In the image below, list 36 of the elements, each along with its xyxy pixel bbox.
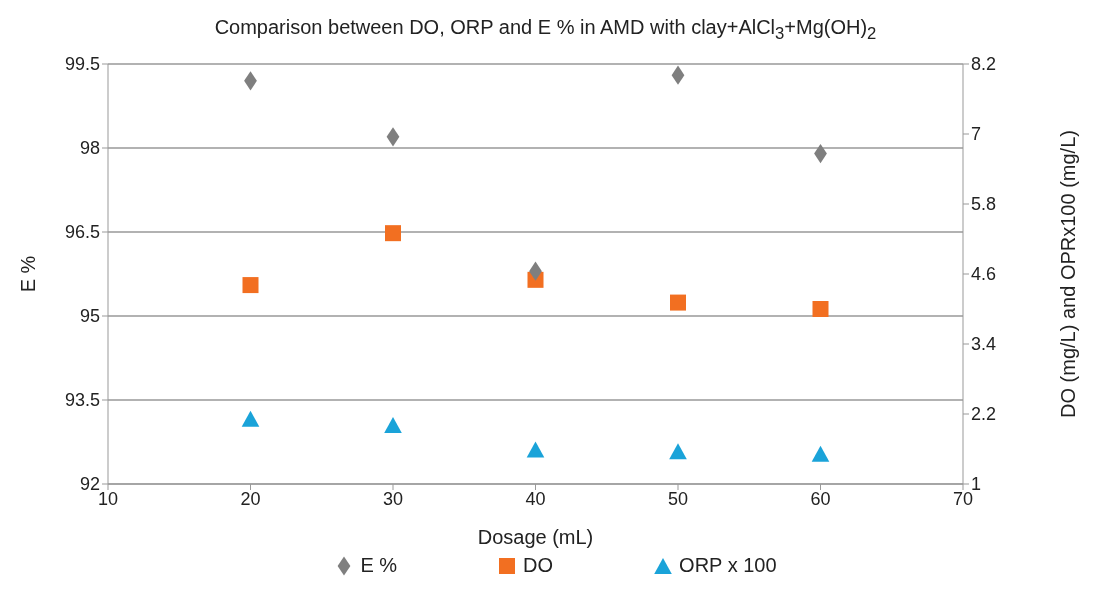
y2-tick-label: 7 [971, 124, 982, 145]
chart-title: Comparison between DO, ORP and E % in AMD with clay+AlCl$_{3}$+Mg(OH)$_{2}$ [213, 15, 878, 45]
legend-label: E % [359, 554, 398, 577]
x-tick-label: 50 [667, 488, 689, 509]
point [384, 417, 402, 434]
point [385, 225, 401, 242]
y-tick-label: 96.5 [64, 222, 100, 243]
y2-tick-label: 3.4 [971, 334, 997, 355]
legend-label: ORP x 100 [678, 554, 777, 577]
y2-tick-label: 5.8 [971, 194, 997, 215]
point [669, 443, 687, 460]
x-tick-label: 40 [525, 488, 546, 509]
point [386, 127, 400, 147]
y2-tick-label: 8.2 [971, 54, 997, 75]
x-axis-title: Dosage (mL) [477, 526, 594, 548]
y2-tick-label: 1 [971, 474, 982, 495]
y-tick-label: 93.5 [64, 390, 100, 411]
y-tick-label: 98 [79, 138, 100, 159]
y2-tick-label: 4.6 [971, 264, 997, 285]
y-axis-title: E % [17, 255, 40, 293]
y-tick-label: 95 [79, 306, 100, 327]
point [670, 294, 686, 311]
legend-label: DO [522, 554, 554, 577]
point [241, 410, 260, 427]
y2-tick-label: 2.2 [971, 404, 997, 425]
point [242, 277, 259, 294]
point [526, 441, 545, 458]
point [671, 65, 685, 85]
y-tick-label: 99.5 [64, 54, 100, 75]
x-tick-label: 20 [240, 488, 261, 509]
point [812, 301, 829, 317]
x-tick-label: 30 [382, 488, 404, 509]
x-tick-label: 60 [810, 488, 831, 509]
y-tick-label: 92 [79, 474, 100, 495]
y2-axis-title: DO (mg/L) and OPRx100 (mg/L) [1057, 130, 1080, 418]
point [811, 445, 830, 462]
